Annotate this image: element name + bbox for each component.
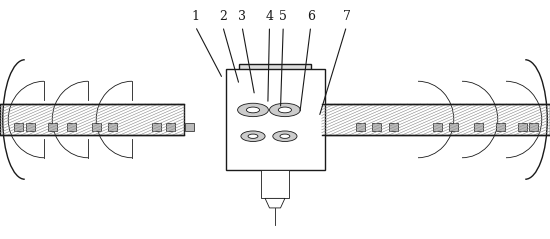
Bar xyxy=(185,123,194,131)
Text: 7: 7 xyxy=(343,10,350,23)
Text: 4: 4 xyxy=(266,10,273,23)
Bar xyxy=(261,170,289,198)
Polygon shape xyxy=(265,198,285,208)
Bar xyxy=(239,64,311,75)
Circle shape xyxy=(246,107,260,113)
Text: 1: 1 xyxy=(191,10,199,23)
Bar xyxy=(67,123,76,131)
Bar xyxy=(152,123,161,131)
Text: 5: 5 xyxy=(279,10,287,23)
Bar xyxy=(372,123,381,131)
Bar xyxy=(496,123,505,131)
Circle shape xyxy=(241,131,265,141)
Circle shape xyxy=(280,134,290,138)
Text: 3: 3 xyxy=(238,10,246,23)
Circle shape xyxy=(270,103,300,117)
Bar xyxy=(322,104,550,135)
Bar xyxy=(518,123,527,131)
Circle shape xyxy=(273,131,297,141)
Bar xyxy=(433,123,442,131)
Bar xyxy=(108,123,117,131)
Bar xyxy=(48,123,57,131)
Bar xyxy=(26,123,35,131)
Text: 2: 2 xyxy=(219,10,227,23)
Bar xyxy=(389,123,398,131)
Circle shape xyxy=(248,134,258,138)
Bar xyxy=(356,123,365,131)
Bar xyxy=(14,123,23,131)
Bar xyxy=(474,123,483,131)
Circle shape xyxy=(238,103,268,117)
Circle shape xyxy=(278,107,292,113)
Bar xyxy=(226,69,324,170)
Text: 6: 6 xyxy=(307,10,315,23)
Bar xyxy=(166,123,175,131)
Bar xyxy=(0,104,184,135)
Bar xyxy=(449,123,458,131)
Bar xyxy=(92,123,101,131)
Bar xyxy=(529,123,538,131)
